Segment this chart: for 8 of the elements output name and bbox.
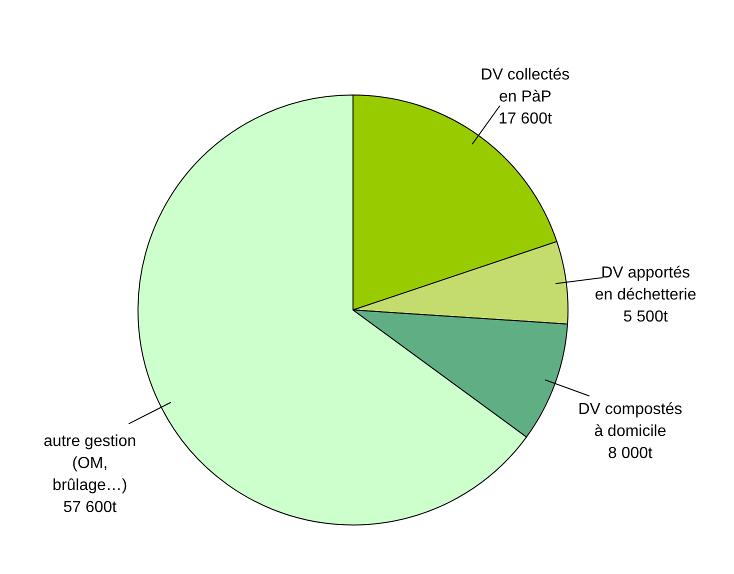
- slice-label: autre gestion (OM, brûlage…): [44, 433, 136, 494]
- slice-label: DV collectés en PàP: [480, 66, 570, 106]
- data-label: 8 000t: [608, 445, 654, 462]
- data-label: 57 600t: [63, 499, 118, 516]
- slice-label: DV compostés à domicile: [578, 401, 682, 440]
- data-label: 17 600t: [498, 110, 552, 128]
- data-label: 5 500t: [623, 308, 668, 326]
- slice-label: DV apportés en déchetterie: [594, 264, 696, 304]
